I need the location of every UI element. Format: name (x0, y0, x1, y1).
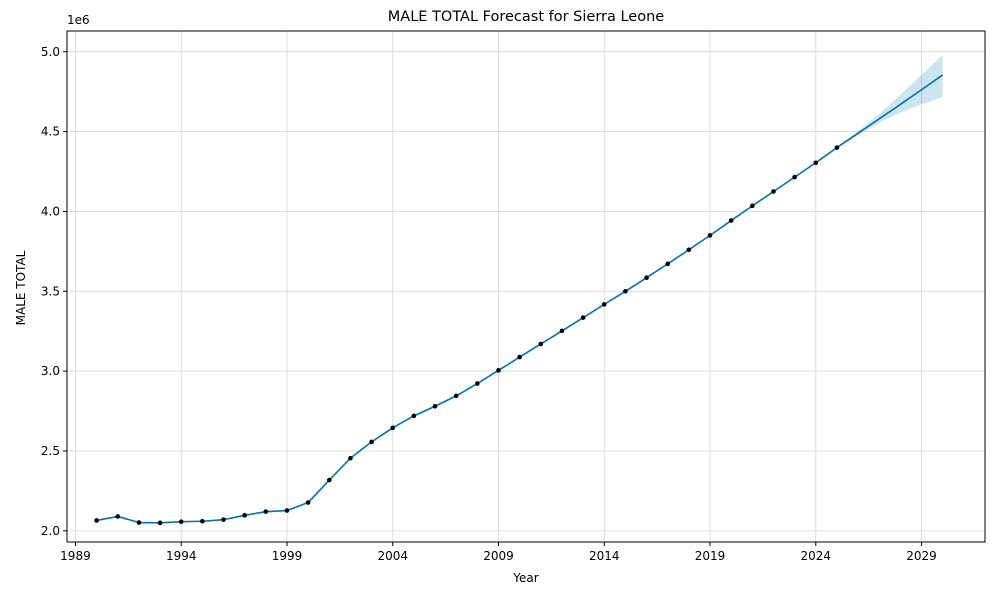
y-tick-label: 2.0 (41, 524, 60, 538)
observed-point (115, 514, 121, 519)
y-tick-label: 3.0 (41, 364, 60, 378)
y-tick-label: 3.5 (41, 284, 60, 298)
observed-point (432, 403, 438, 409)
observed-point (348, 455, 353, 461)
observed-point (178, 519, 184, 525)
observed-point (305, 500, 311, 505)
observed-point (644, 275, 649, 281)
observed-point (750, 203, 755, 209)
y-axis-label: MALE TOTAL (14, 250, 28, 325)
observed-point (623, 288, 628, 294)
observed-point (200, 518, 205, 524)
x-tick-label: 2009 (483, 549, 514, 563)
observed-point (771, 189, 776, 194)
observed-point (813, 160, 819, 166)
observed-point (263, 509, 269, 514)
y-tick-label: 4.0 (41, 204, 60, 218)
x-tick-label: 2014 (589, 549, 620, 563)
observed-point (369, 439, 374, 445)
observed-point (326, 477, 332, 483)
observed-points (94, 145, 840, 526)
y-axis-offset-label: 1e6 (67, 13, 90, 27)
x-tick-label: 2004 (377, 549, 408, 563)
chart-title: MALE TOTAL Forecast for Sierra Leone (388, 9, 665, 25)
observed-point (242, 513, 247, 518)
observed-point (580, 315, 586, 320)
x-tick-label: 2024 (801, 549, 832, 563)
y-axis-ticks: 2.0 2.5 3.0 3.5 4.0 4.5 5.0 (41, 45, 67, 538)
observed-point (390, 425, 396, 431)
x-tick-label: 1994 (166, 549, 197, 563)
x-tick-label: 2029 (906, 549, 937, 563)
observed-point (601, 302, 607, 307)
x-tick-label: 2019 (695, 549, 726, 563)
plot-frame (66, 30, 986, 543)
observed-point (136, 520, 142, 525)
x-tick-label: 1999 (272, 549, 303, 563)
x-axis-ticks: 1989 1994 1999 2004 2009 2014 2019 2024 2029 (60, 542, 937, 563)
observed-point (707, 233, 713, 238)
observed-point (94, 518, 99, 523)
x-tick-label: 1989 (60, 549, 91, 563)
observed-point (559, 328, 565, 334)
observed-point (665, 261, 671, 267)
observed-point (221, 517, 226, 522)
observed-point (686, 247, 692, 253)
observed-point (792, 174, 797, 180)
y-tick-label: 5.0 (41, 45, 60, 59)
observed-point (475, 381, 480, 386)
y-tick-label: 4.5 (41, 125, 60, 139)
observed-point (834, 145, 840, 150)
x-axis-label: Year (512, 571, 538, 585)
observed-point (496, 368, 501, 373)
observed-point (411, 413, 417, 419)
observed-point (453, 393, 459, 399)
observed-point (157, 520, 163, 526)
observed-point (284, 508, 290, 513)
observed-point (517, 354, 522, 360)
observed-point (538, 341, 544, 347)
y-tick-label: 2.5 (41, 444, 60, 458)
observed-point (728, 218, 734, 223)
grid-lines (67, 31, 985, 542)
